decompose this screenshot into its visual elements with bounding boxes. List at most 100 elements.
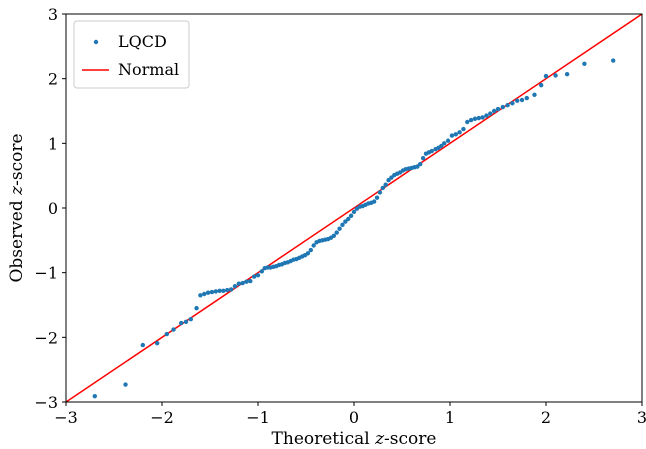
lqcd-data-point <box>217 288 222 293</box>
lqcd-data-point <box>225 287 230 293</box>
y-axis-ticks: −3 −2 −1 0 1 2 3 <box>34 5 66 412</box>
lqcd-data-point <box>305 251 311 256</box>
legend: LQCD Normal <box>73 20 190 89</box>
lqcd-data-point <box>194 306 199 311</box>
lqcd-data-point <box>221 288 226 293</box>
lqcd-data-point <box>532 92 537 98</box>
legend-frame <box>73 20 190 89</box>
lqcd-data-point <box>205 290 211 295</box>
lqcd-data-point <box>248 278 253 284</box>
x-tick-label: −2 <box>150 408 174 427</box>
y-axis-label: Observed z-score <box>7 133 27 282</box>
lqcd-data-point <box>480 115 485 120</box>
lqcd-data-point <box>442 141 447 146</box>
lqcd-data-point <box>331 233 337 239</box>
lqcd-data-point <box>472 116 478 121</box>
lqcd-data-point <box>308 247 313 253</box>
lqcd-data-point <box>255 273 261 278</box>
y-tick-label: 1 <box>48 134 58 153</box>
lqcd-data-point <box>380 185 385 191</box>
lqcd-data-point <box>348 213 354 218</box>
lqcd-data-point <box>505 102 510 108</box>
lqcd-data-point <box>251 274 257 279</box>
lqcd-data-point <box>461 126 466 132</box>
lqcd-data-point <box>140 342 145 348</box>
lqcd-data-point <box>449 133 455 138</box>
lqcd-data-point <box>484 113 489 118</box>
lqcd-data-point <box>236 281 241 286</box>
y-tick-label: 0 <box>48 199 58 218</box>
lqcd-data-point <box>543 73 549 79</box>
lqcd-data-point <box>183 319 189 325</box>
lqcd-data-point <box>389 175 394 180</box>
lqcd-data-point <box>171 327 176 332</box>
y-tick-label: −1 <box>34 264 58 283</box>
lqcd-data-point <box>259 269 265 274</box>
lqcd-data-point <box>539 82 544 88</box>
lqcd-data-point <box>439 143 444 149</box>
legend-lqcd-marker <box>93 39 99 45</box>
lqcd-data-point <box>453 132 458 137</box>
lqcd-data-point <box>337 226 342 231</box>
lqcd-data-point <box>232 284 238 289</box>
x-axis-ticks: −3 −2 −1 0 1 2 3 <box>54 402 646 427</box>
lqcd-data-point <box>311 243 316 248</box>
lqcd-data-point <box>510 101 515 106</box>
lqcd-data-point <box>383 182 388 187</box>
lqcd-data-point <box>415 164 420 169</box>
lqcd-data-point <box>123 382 128 387</box>
lqcd-data-point <box>515 98 520 103</box>
lqcd-data-point <box>418 161 423 167</box>
lqcd-data-point <box>92 393 98 399</box>
lqcd-data-point <box>202 291 207 297</box>
lqcd-data-point <box>488 111 493 116</box>
legend-lqcd-label: LQCD <box>118 32 167 51</box>
x-tick-label: −3 <box>54 408 78 427</box>
lqcd-data-point <box>164 331 169 337</box>
y-tick-label: −3 <box>34 393 58 412</box>
plot-area <box>66 14 642 402</box>
lqcd-data-point <box>351 209 357 215</box>
x-tick-label: 0 <box>349 408 359 427</box>
lqcd-data-point <box>179 320 184 326</box>
lqcd-data-point <box>213 289 218 294</box>
lqcd-data-point <box>340 222 345 228</box>
lqcd-data-point <box>346 216 351 222</box>
y-tick-label: 2 <box>48 70 58 89</box>
lqcd-data-point <box>611 58 616 63</box>
lqcd-data-point <box>582 61 587 66</box>
lqcd-data-point <box>495 106 501 112</box>
lqcd-data-point <box>476 115 481 121</box>
lqcd-data-point <box>457 130 462 135</box>
lqcd-data-point <box>429 148 434 154</box>
x-axis-label: Theoretical z-score <box>272 429 437 449</box>
lqcd-data-point <box>343 219 348 224</box>
lqcd-data-point <box>445 138 451 143</box>
legend-normal-label: Normal <box>118 60 179 79</box>
lqcd-data-point <box>334 230 339 235</box>
lqcd-data-point <box>377 190 383 195</box>
lqcd-data-point <box>371 199 377 204</box>
lqcd-data-point <box>491 108 497 114</box>
lqcd-data-point <box>420 156 426 161</box>
lqcd-data-point <box>240 280 245 286</box>
x-tick-label: 1 <box>445 408 455 427</box>
lqcd-data-point <box>500 104 505 110</box>
lqcd-data-point <box>209 289 215 295</box>
lqcd-data-point <box>155 340 160 346</box>
lqcd-data-point <box>374 195 380 200</box>
lqcd-data-point <box>465 119 470 125</box>
lqcd-data-point <box>244 279 249 284</box>
y-tick-label: 3 <box>48 5 58 24</box>
lqcd-data-point <box>198 293 203 298</box>
x-tick-label: 2 <box>541 408 551 427</box>
lqcd-data-point <box>524 95 529 101</box>
lqcd-data-point <box>468 117 474 123</box>
x-tick-label: 3 <box>637 408 646 427</box>
y-tick-label: −2 <box>34 328 58 347</box>
lqcd-data-point <box>228 287 234 292</box>
lqcd-data-point <box>553 73 558 78</box>
lqcd-data-point <box>564 71 570 77</box>
normal-reference-line <box>66 14 642 402</box>
